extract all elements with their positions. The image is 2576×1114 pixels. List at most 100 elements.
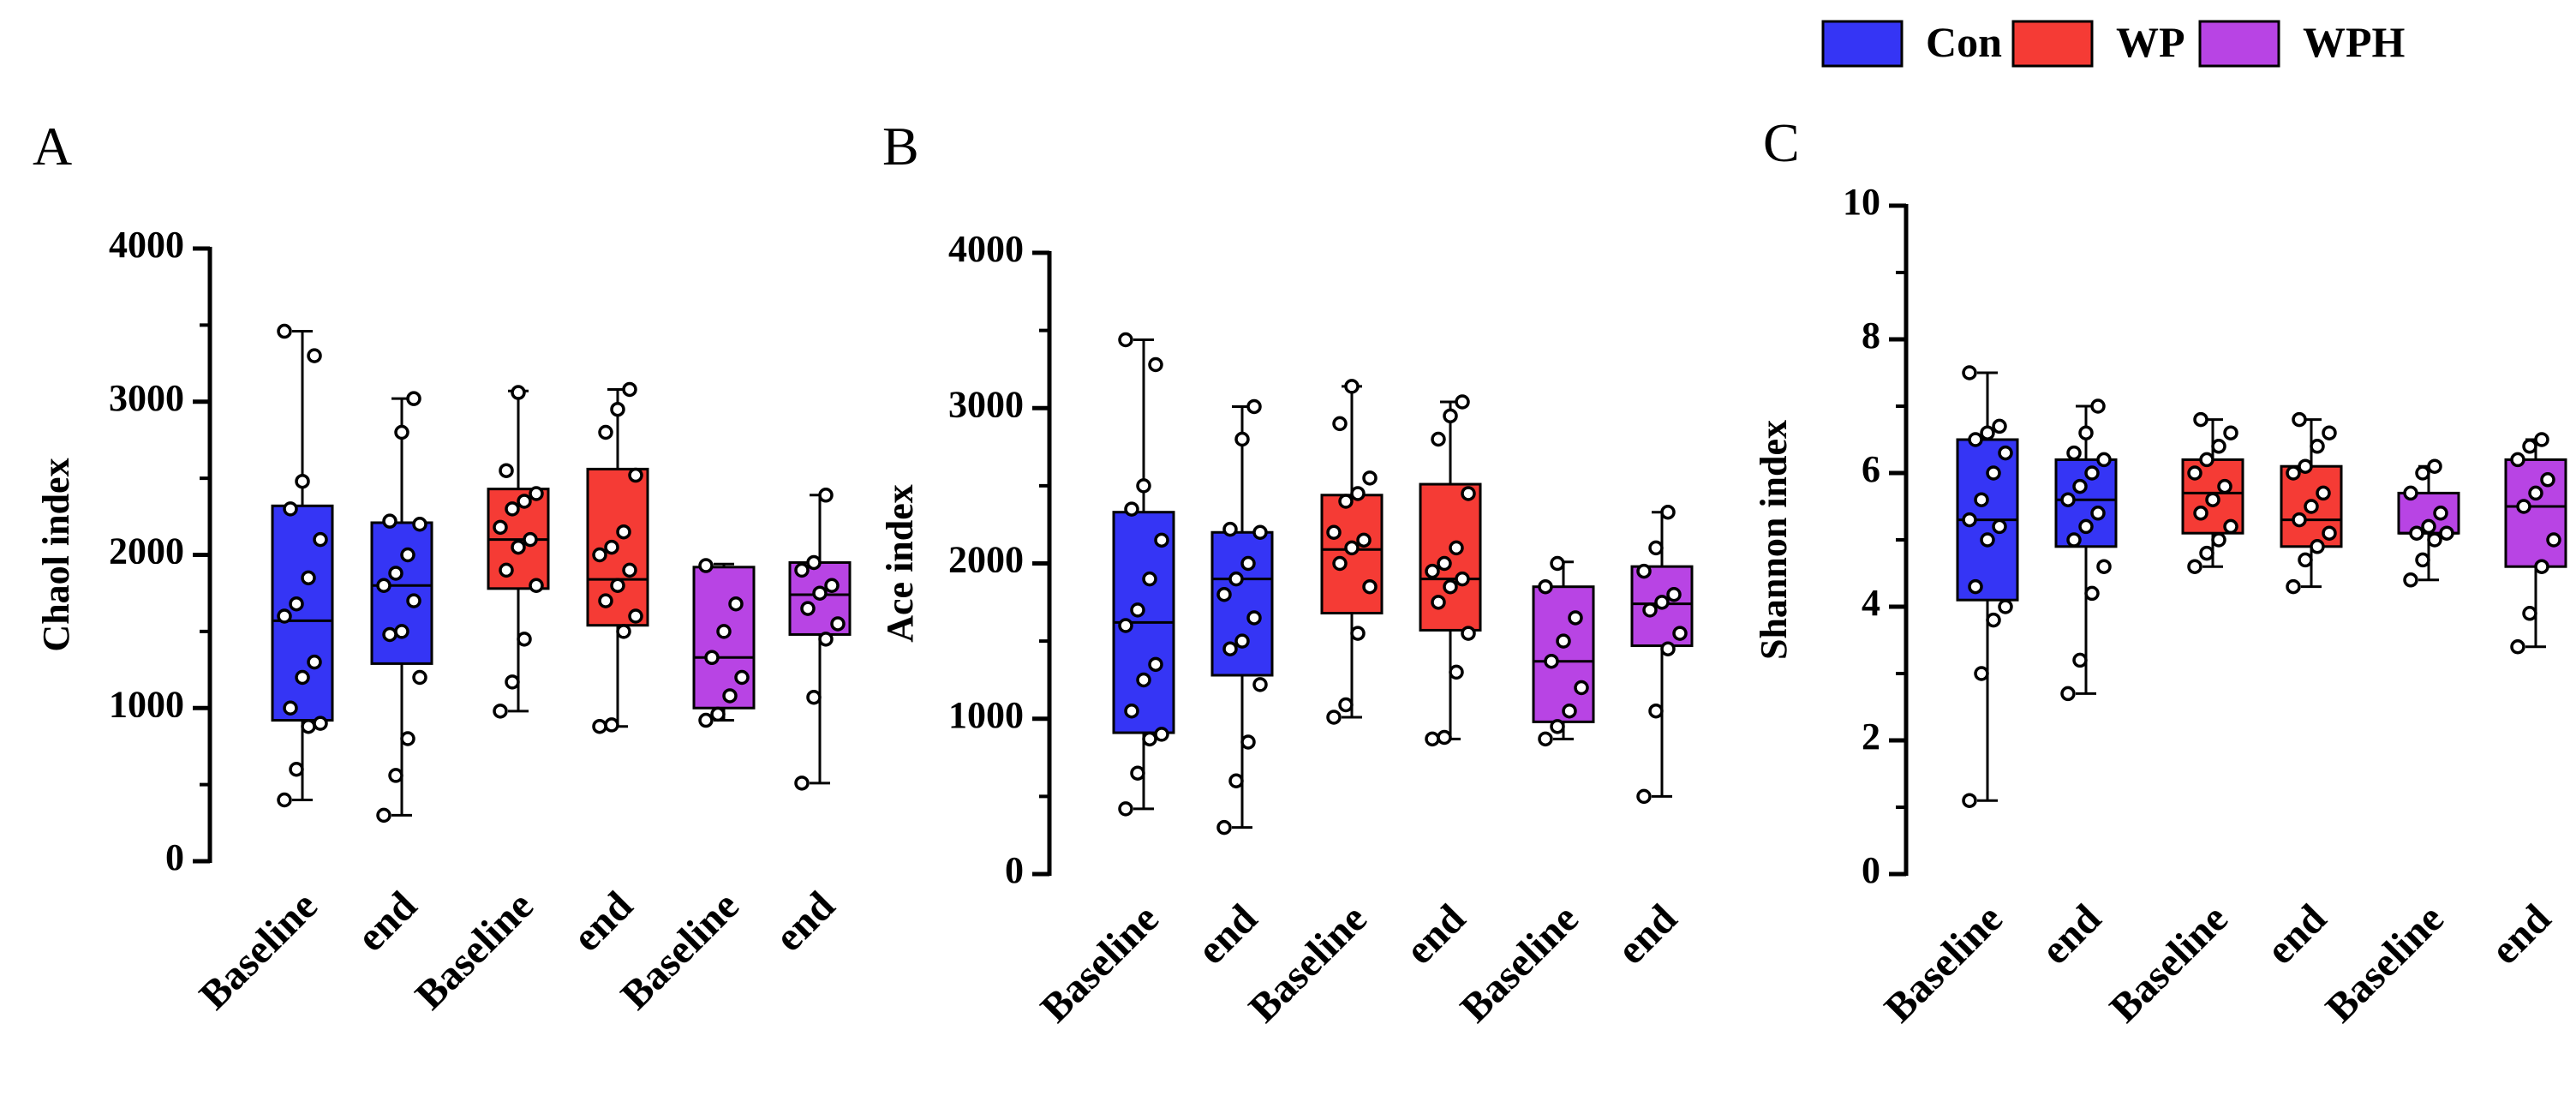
legend-swatch [1821, 20, 1904, 68]
data-point [2084, 585, 2100, 602]
x-tick-label: Baseline [2317, 895, 2453, 1031]
data-point [1998, 445, 2013, 461]
data-point [289, 762, 304, 777]
data-point [1992, 518, 2007, 535]
legend-label: Con [1926, 18, 2002, 66]
panel-letter: A [33, 116, 72, 177]
data-point [1332, 555, 1348, 572]
data-point [2403, 485, 2418, 501]
box-con-end [370, 391, 433, 824]
data-point [2322, 525, 2337, 541]
data-point [1350, 486, 1366, 501]
data-point [2096, 559, 2112, 574]
y-tick-label: 4000 [948, 228, 1024, 270]
data-point [1962, 793, 1977, 808]
data-point [1356, 532, 1372, 548]
data-point [511, 385, 526, 400]
box-wph-end [1630, 504, 1694, 805]
data-point [616, 524, 631, 540]
data-point [1968, 578, 1983, 595]
data-point [2211, 439, 2226, 454]
data-point [313, 531, 328, 548]
data-point [1136, 478, 1151, 494]
data-point [1240, 555, 1256, 572]
legend-label: WP [2116, 18, 2185, 66]
box-rect [1210, 530, 1274, 677]
data-point [2199, 545, 2214, 561]
x-tick-label: Baseline [2101, 895, 2237, 1031]
data-point [622, 562, 637, 578]
data-point [1980, 532, 1995, 548]
data-point [277, 608, 292, 624]
data-point [1142, 731, 1157, 747]
data-point [1660, 504, 1676, 520]
data-point [2522, 439, 2537, 454]
y-tick-label: 4000 [109, 224, 184, 266]
data-point [2304, 499, 2319, 514]
data-point [806, 554, 822, 571]
data-point [1252, 677, 1268, 692]
x-tick-label: Baseline [1452, 895, 1587, 1031]
data-point [1544, 653, 1559, 669]
data-point [1636, 788, 1652, 805]
data-point [604, 717, 619, 733]
data-point [301, 570, 316, 586]
box-con-baseline [1956, 365, 2019, 808]
data-point [1362, 578, 1378, 595]
data-point [406, 391, 421, 406]
data-point [1443, 578, 1458, 595]
box-wp-end [2280, 411, 2343, 595]
data-point [1672, 626, 1688, 641]
data-point [2090, 398, 2106, 414]
data-point [1962, 512, 1977, 528]
y-tick-label: 3000 [948, 383, 1024, 425]
data-point [830, 616, 846, 632]
data-point [1118, 618, 1133, 633]
data-point [1154, 727, 1169, 742]
legend: Con WP WPH [1821, 18, 2406, 68]
data-point [610, 401, 625, 417]
box-rect [2504, 458, 2567, 568]
data-point [616, 624, 631, 639]
data-point [301, 718, 316, 734]
y-axis-label: Shannon index [1753, 420, 1795, 660]
data-point [2409, 525, 2424, 541]
box-con-baseline [271, 323, 334, 808]
data-point [505, 501, 520, 517]
data-point [2205, 492, 2220, 507]
data-point [499, 463, 514, 478]
data-point [1449, 540, 1464, 556]
data-point [2072, 652, 2088, 668]
box-rect [1419, 482, 1482, 632]
data-point [1437, 555, 1452, 572]
data-point [529, 578, 544, 593]
data-point [1998, 599, 2013, 614]
data-point [2217, 478, 2232, 494]
data-point [818, 488, 834, 503]
y-tick-label: 4 [1862, 582, 1880, 624]
data-point [1246, 610, 1262, 626]
data-point [1222, 521, 1238, 537]
data-point [283, 700, 298, 716]
data-point [1154, 532, 1169, 548]
data-point [1556, 633, 1571, 649]
data-point [313, 716, 328, 731]
x-tick-label: Baseline [191, 883, 326, 1018]
data-point [1246, 398, 1262, 415]
data-point [2292, 411, 2307, 428]
data-point [1148, 356, 1163, 373]
y-tick-label: 3000 [109, 377, 184, 419]
box-wp-end [586, 381, 649, 734]
data-point [406, 593, 421, 608]
y-tick-label: 2000 [948, 539, 1024, 581]
data-point [1980, 425, 1995, 440]
x-tick-label: end [2257, 895, 2335, 973]
data-point [812, 585, 828, 601]
data-point [2066, 445, 2082, 461]
y-tick-label: 1000 [948, 694, 1024, 736]
data-point [1252, 524, 1268, 540]
y-axis-label: Chaol index [35, 458, 77, 651]
